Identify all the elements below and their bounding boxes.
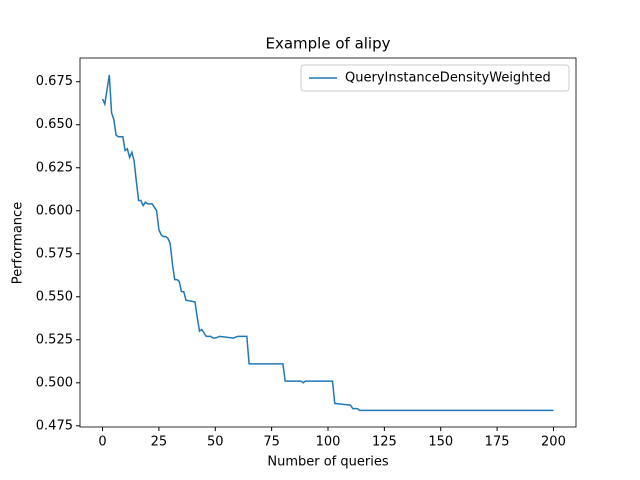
chart-title: Example of alipy [266, 35, 391, 53]
x-tick-label: 150 [428, 435, 453, 450]
x-tick-label: 175 [485, 435, 510, 450]
y-tick-label: 0.525 [36, 332, 73, 347]
x-tick-label: 50 [207, 435, 224, 450]
y-tick-label: 0.500 [36, 375, 73, 390]
x-axis-label: Number of queries [267, 455, 388, 470]
data-line [101, 74, 554, 412]
y-tick-label: 0.650 [36, 117, 73, 132]
y-tick-label: 0.550 [36, 289, 73, 304]
legend-box [300, 64, 570, 92]
x-tick-label: 125 [372, 435, 397, 450]
y-tick-label: 0.575 [36, 246, 73, 261]
x-tick-label: 200 [541, 435, 566, 450]
y-axis-label: Performance [11, 202, 26, 284]
plot-frame [79, 57, 577, 428]
x-tick-label: 100 [316, 435, 341, 450]
y-tick-label: 0.625 [36, 160, 73, 175]
x-tick-label: 0 [98, 435, 106, 450]
y-tick-label: 0.475 [36, 418, 73, 433]
x-tick-label: 25 [151, 435, 168, 450]
y-tick-label: 0.675 [36, 74, 73, 89]
x-tick-label: 75 [263, 435, 280, 450]
legend-label: QueryInstanceDensityWeighted [345, 71, 551, 86]
y-tick-label: 0.600 [36, 203, 73, 218]
